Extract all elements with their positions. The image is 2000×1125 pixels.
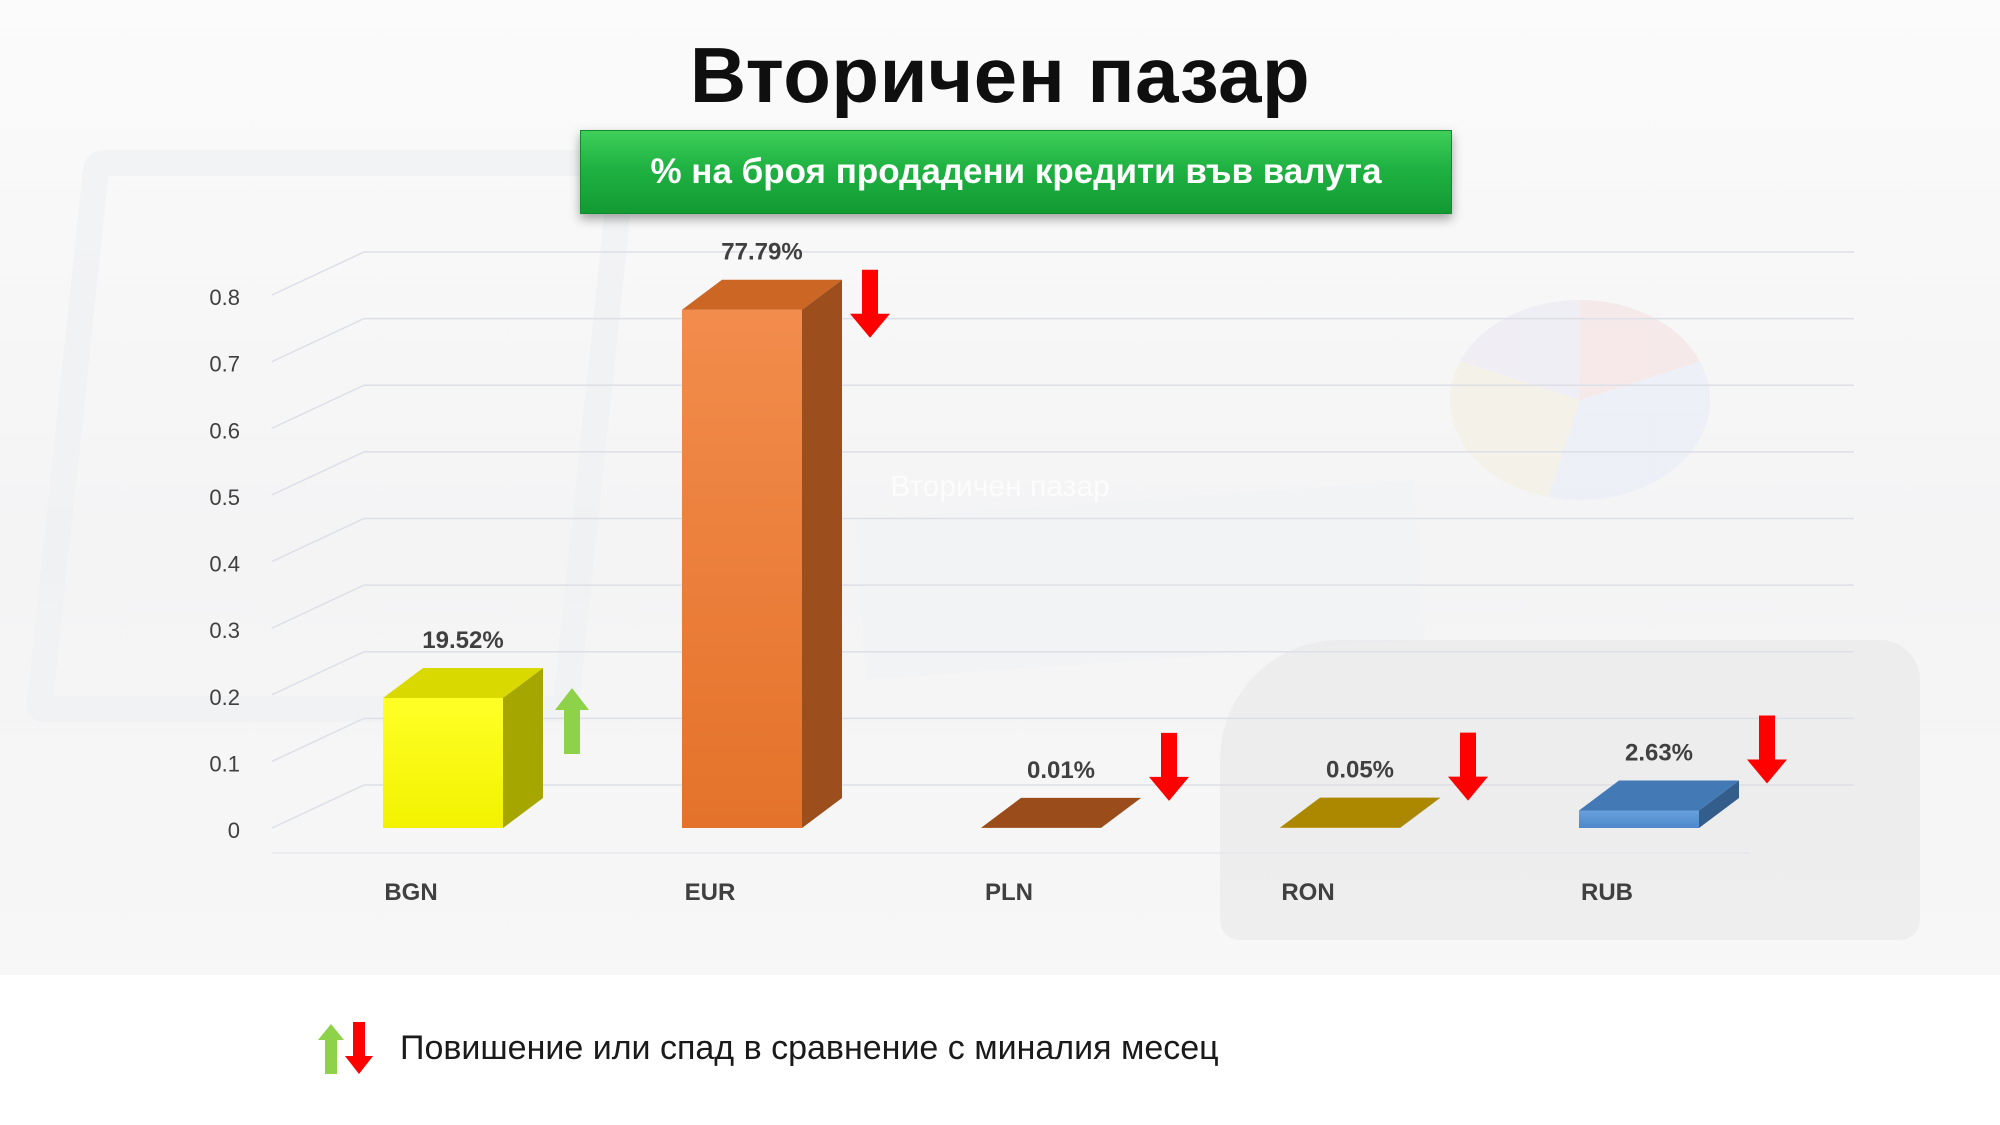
x-tick-label: PLN (985, 879, 1033, 906)
page-title: Вторичен пазар (689, 31, 1311, 119)
y-tick-label: 0.4 (209, 552, 240, 577)
bar-top (383, 667, 543, 698)
gridline-side (271, 717, 365, 763)
data-label: 0.01% (1027, 757, 1095, 784)
y-tick-label: 0.7 (209, 352, 240, 377)
bar-side (1400, 797, 1440, 828)
subtitle-banner: % на броя продадени кредити във валута (580, 130, 1452, 214)
bar-bgn (383, 697, 503, 828)
arrow-down-icon (1149, 732, 1189, 801)
y-tick-label: 0.2 (209, 685, 240, 710)
bar-side (802, 279, 842, 828)
y-tick-label: 0.5 (209, 485, 240, 510)
gridline-side (271, 651, 365, 696)
gridline-side (271, 517, 365, 563)
legend-icons-svg (318, 1022, 373, 1074)
arrow-down-icon (1448, 732, 1488, 801)
y-tick-label: 0.3 (209, 618, 240, 643)
data-label: 19.52% (422, 627, 503, 654)
bar-side (503, 667, 543, 828)
bar-top (981, 797, 1141, 828)
y-tick-label: 0.1 (209, 751, 240, 776)
y-tick-label: 0 (228, 818, 240, 843)
gridline-side (271, 251, 365, 296)
arrow-up-icon (318, 1024, 344, 1074)
y-tick-label: 0.8 (209, 285, 240, 310)
chart-watermark: Вторичен пазар (890, 470, 1109, 503)
bar-top (1280, 797, 1440, 828)
data-label: 0.05% (1326, 757, 1394, 784)
legend-text: Повишение или спад в сравнение с миналия… (400, 1028, 1219, 1067)
x-tick-label: BGN (384, 879, 437, 906)
subtitle-text: % на броя продадени кредити във валута (650, 152, 1382, 191)
x-tick-label: RUB (1581, 879, 1633, 906)
data-label: 2.63% (1625, 739, 1693, 766)
gridline-side (271, 584, 365, 629)
y-tick-label: 0.6 (209, 418, 240, 443)
arrow-down-icon (1747, 715, 1787, 784)
bar-eur (682, 309, 802, 828)
arrow-down-icon (345, 1022, 373, 1074)
legend-icons (312, 1020, 392, 1076)
gridline-side (271, 317, 365, 363)
data-label: 77.79% (721, 239, 802, 266)
x-tick-label: RON (1281, 879, 1334, 906)
bar-top (1579, 780, 1739, 811)
gridline-side (271, 784, 365, 829)
x-tick-label: EUR (685, 879, 736, 906)
bar-rub (1579, 810, 1699, 828)
bar-side (1699, 780, 1739, 828)
arrow-up-icon (555, 687, 589, 754)
bar-side (1101, 797, 1141, 828)
bar-top (682, 279, 842, 310)
gridline-side (271, 384, 365, 429)
arrow-down-icon (850, 269, 890, 338)
gridline-side (271, 451, 365, 496)
bar-chart: Вторичен пазар 0 0.1 0.2 0.3 0.4 0.5 0.6 0.7 0.8 1… (209, 239, 1854, 906)
legend: Повишение или спад в сравнение с миналия… (312, 1020, 1219, 1076)
